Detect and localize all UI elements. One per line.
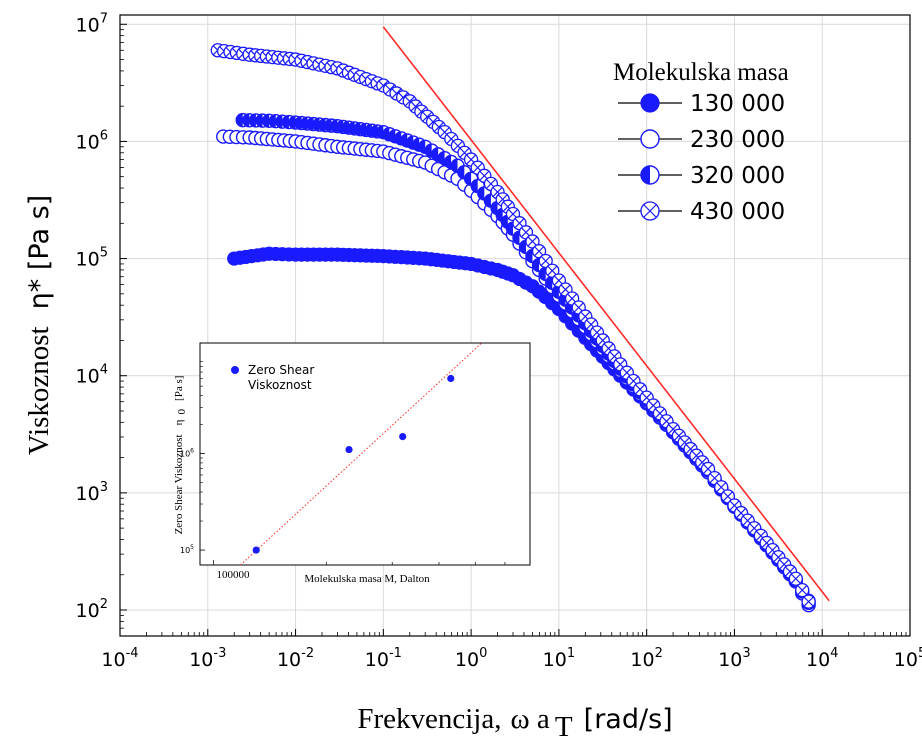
y-tick-label: 103: [76, 480, 108, 505]
legend-marker: [640, 93, 660, 113]
x-tick-label: 10-4: [101, 646, 138, 671]
y-tick-label: 107: [76, 11, 108, 36]
x-tick-label: 105: [894, 646, 922, 671]
inset-x-axis-title: Molekulska masa M, Dalton: [304, 573, 430, 585]
x-tick-label: 102: [630, 646, 662, 671]
main-x-ticks: 10-4 10-3 10-2 10-1 100 101 102 103 104 105: [101, 629, 922, 671]
x-tick-label: 101: [543, 646, 575, 671]
inset-legend-line2: Viskoznost: [248, 378, 312, 392]
main-plot-frame: [119, 14, 911, 637]
x-tick-label: 103: [718, 646, 750, 671]
inset-legend-line1: Zero Shear: [248, 363, 314, 377]
main-fit-line: [382, 26, 830, 602]
legend-label: 230 000: [690, 127, 785, 153]
inset-fit-line: [240, 342, 483, 566]
series-point: [525, 234, 540, 249]
x-tick-label: 10-2: [277, 646, 314, 671]
legend-entry: 230 000: [618, 127, 785, 153]
inset-x-tick-label: 100000: [217, 569, 251, 581]
inset-series-layer: [252, 374, 455, 554]
y-tick-label: 105: [76, 246, 108, 271]
inset-frame: [199, 342, 531, 566]
inset-ticks: 105 106: [180, 361, 531, 565]
inset-data-point: [252, 546, 260, 554]
legend-marker: [640, 201, 660, 221]
series-point: [545, 263, 560, 278]
inset-y-tick-label: 105: [180, 544, 194, 555]
inset-data-point: [447, 374, 455, 383]
inset-data-point: [345, 445, 353, 454]
inset-y-axis-title: Zero Shear Viskoznost η 0 [Pa s]: [167, 376, 189, 535]
y-tick-label: 104: [76, 363, 108, 388]
series-point: [538, 253, 553, 269]
series-point: [788, 571, 803, 586]
series-point: [795, 583, 810, 598]
inset-legend-marker: [231, 366, 239, 374]
x-tick-label: 10-3: [189, 646, 226, 671]
series-point: [531, 244, 547, 259]
series-point: [495, 192, 510, 207]
main-y-axis-title: Viskoznost η* [Pa s]: [23, 195, 55, 455]
inset-y-tick-label: 106: [180, 448, 194, 459]
inset-data-point: [399, 432, 407, 441]
series-point: [801, 594, 816, 609]
legend-marker: [640, 165, 660, 185]
legend-marker: [640, 129, 660, 149]
main-legend: Molekulska masa 130 000 230 000 320 000 430…: [613, 59, 789, 225]
x-tick-label: 104: [806, 646, 838, 671]
y-tick-label: 106: [76, 128, 108, 153]
legend-entry: 320 000: [618, 163, 785, 189]
y-tick-label: 102: [76, 597, 108, 622]
x-tick-label: 10-1: [365, 646, 402, 671]
inset-chart: 105 106 Zero Shear Viskoznost 100000 Mole…: [167, 342, 531, 585]
main-y-ticks: 102 103 104 105 106 107: [76, 11, 127, 637]
legend-label: 430 000: [690, 199, 785, 225]
x-tick-label: 100: [455, 646, 487, 671]
main-series-layer: [210, 43, 816, 613]
legend-entry: 430 000: [618, 199, 785, 225]
main-x-axis-title: Frekvencija, ω a T [rad/s]: [357, 703, 672, 743]
series-point: [430, 147, 446, 162]
legend-title: Molekulska masa: [613, 59, 789, 86]
legend-entry: 130 000: [618, 91, 785, 117]
legend-label: 320 000: [690, 163, 785, 189]
legend-label: 130 000: [690, 91, 785, 117]
